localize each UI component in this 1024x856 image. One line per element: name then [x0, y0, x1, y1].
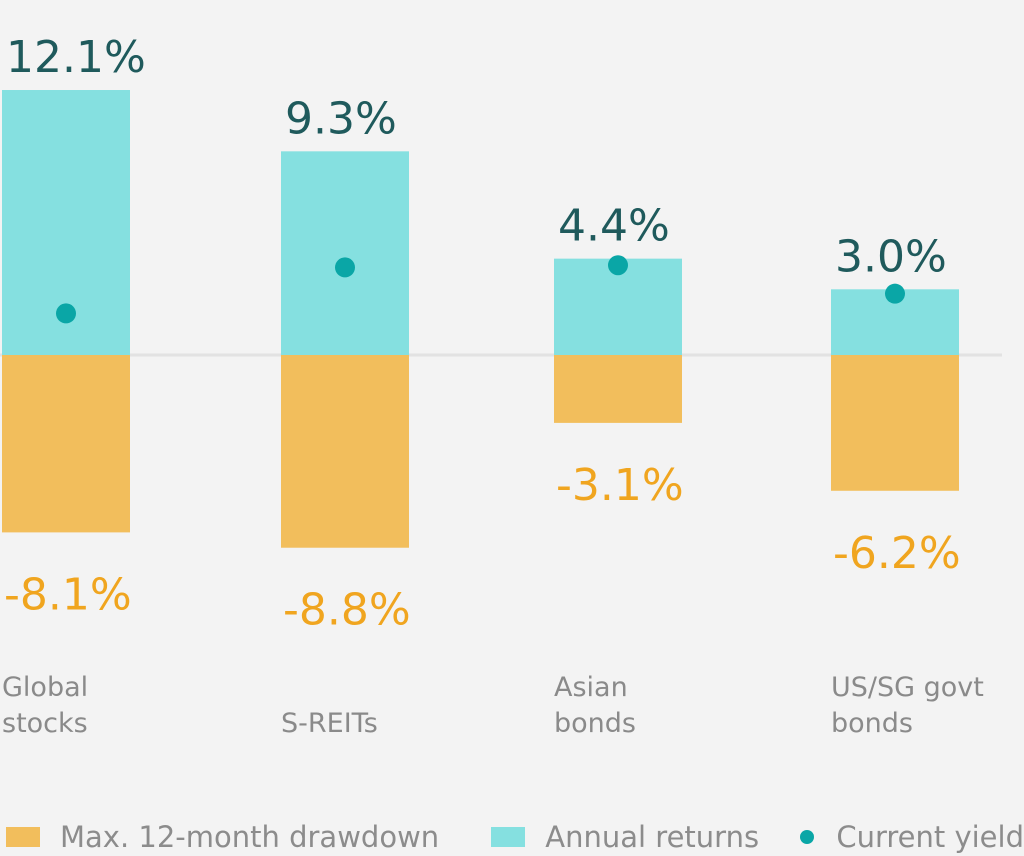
- point-current-yield: [56, 303, 76, 324]
- bar-drawdown: [831, 355, 959, 491]
- bar-drawdown: [281, 355, 409, 548]
- legend-dot-current-yield: [800, 830, 815, 844]
- bar-annual-returns: [281, 151, 409, 355]
- data-label-drawdown: -6.2%: [833, 528, 961, 579]
- category-label: US/SG govt bonds: [831, 672, 984, 739]
- legend-swatch-annual-returns: [491, 827, 526, 847]
- point-current-yield: [335, 257, 355, 278]
- data-label-annual-returns: 9.3%: [285, 93, 397, 144]
- data-label-annual-returns: 3.0%: [835, 231, 947, 282]
- bar-drawdown: [554, 355, 682, 423]
- category-label: Global stocks: [2, 672, 89, 739]
- point-current-yield: [885, 283, 905, 304]
- data-label-drawdown: -8.8%: [283, 585, 411, 636]
- bar-drawdown: [2, 355, 130, 533]
- bar-chart: 12.1% -8.1% 9.3% -8.8% 4.4% -3.1% 3.0% -6.2%: [0, 32, 1002, 636]
- data-label-drawdown: -8.1%: [4, 569, 132, 620]
- legend-label-current-yield: Current yield: [836, 820, 1024, 854]
- legend: Max. 12-month drawdown Annual returns Cu…: [6, 818, 1024, 856]
- data-label-drawdown: -3.1%: [556, 460, 684, 511]
- legend-item-current-yield: Current yield: [794, 820, 1024, 854]
- legend-label-annual-returns: Annual returns: [545, 820, 760, 854]
- data-label-annual-returns: 12.1%: [6, 32, 146, 83]
- data-label-annual-returns: 4.4%: [558, 201, 670, 252]
- category-label: S-REITs: [281, 708, 378, 739]
- legend-item-annual-returns: Annual returns: [491, 820, 794, 854]
- point-current-yield: [608, 255, 628, 276]
- legend-swatch-drawdown: [6, 827, 40, 847]
- legend-label-drawdown: Max. 12-month drawdown: [60, 820, 440, 854]
- legend-item-drawdown: Max. 12-month drawdown: [6, 820, 491, 854]
- category-label: Asian bonds: [554, 672, 636, 739]
